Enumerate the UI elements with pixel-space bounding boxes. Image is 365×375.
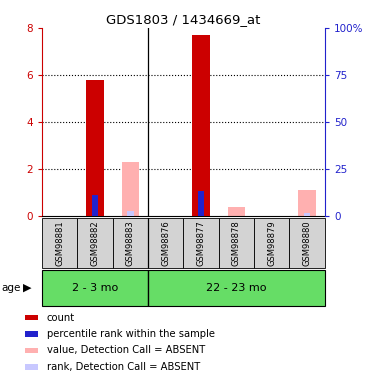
Text: GSM98876: GSM98876 <box>161 220 170 266</box>
Bar <box>298 190 316 216</box>
Bar <box>192 35 210 216</box>
Bar <box>86 80 104 216</box>
Text: rank, Detection Call = ABSENT: rank, Detection Call = ABSENT <box>47 362 200 372</box>
Bar <box>42 270 148 306</box>
Text: value, Detection Call = ABSENT: value, Detection Call = ABSENT <box>47 345 205 355</box>
Text: GSM98879: GSM98879 <box>267 220 276 266</box>
Bar <box>25 315 38 321</box>
Bar <box>77 217 113 268</box>
Bar <box>183 217 219 268</box>
Bar <box>113 217 148 268</box>
Bar <box>148 270 325 306</box>
Text: GSM98882: GSM98882 <box>91 220 100 266</box>
Text: GSM98880: GSM98880 <box>303 220 312 266</box>
Text: count: count <box>47 313 75 322</box>
Text: age: age <box>2 283 21 293</box>
Title: GDS1803 / 1434669_at: GDS1803 / 1434669_at <box>106 13 261 26</box>
Text: percentile rank within the sample: percentile rank within the sample <box>47 329 215 339</box>
Bar <box>25 331 38 337</box>
Bar <box>198 191 204 216</box>
Bar <box>25 364 38 370</box>
Bar <box>289 217 325 268</box>
Bar <box>92 195 98 216</box>
Text: ▶: ▶ <box>23 283 31 293</box>
Bar <box>304 213 310 216</box>
Bar <box>219 217 254 268</box>
Bar <box>148 217 183 268</box>
Text: GSM98877: GSM98877 <box>197 220 205 266</box>
Bar <box>228 207 245 216</box>
Bar <box>25 348 38 353</box>
Text: 22 - 23 mo: 22 - 23 mo <box>206 283 267 293</box>
Bar <box>42 217 77 268</box>
Bar <box>254 217 289 268</box>
Bar <box>122 162 139 216</box>
Text: GSM98883: GSM98883 <box>126 220 135 266</box>
Bar <box>127 211 134 216</box>
Text: 2 - 3 mo: 2 - 3 mo <box>72 283 118 293</box>
Text: GSM98878: GSM98878 <box>232 220 241 266</box>
Text: GSM98881: GSM98881 <box>55 220 64 266</box>
